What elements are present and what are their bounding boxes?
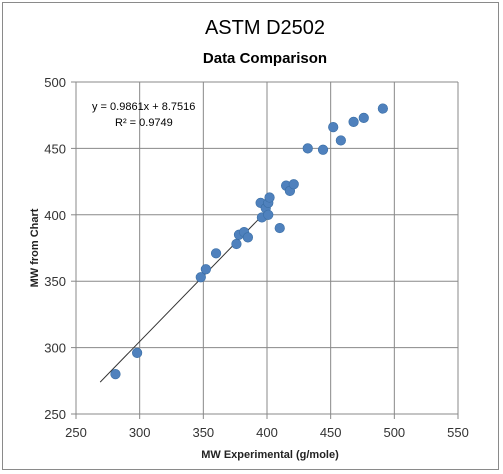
tick-labels: 250 300 350 400 450 500 550 250 300 350 400 450 500: [44, 75, 469, 440]
y-axis-label: MW from Chart: [29, 208, 41, 287]
y-tick-label: 500: [44, 75, 66, 90]
x-tick-label: 250: [65, 425, 87, 440]
data-point: [377, 103, 388, 114]
x-tick-label: 350: [192, 425, 214, 440]
x-tick-label: 550: [447, 425, 469, 440]
x-tick-label: 300: [129, 425, 151, 440]
data-point: [132, 347, 143, 359]
data-point: [263, 209, 274, 220]
data-point: [358, 112, 369, 123]
x-axis-label: MW Experimental (g/mole): [201, 449, 339, 461]
data-point: [274, 222, 285, 234]
r-squared-label: R² = 0.9749: [115, 117, 173, 129]
data-points: [110, 103, 388, 380]
y-tick-label: 400: [44, 208, 66, 223]
data-point: [302, 143, 313, 154]
data-point: [110, 369, 121, 380]
y-tick-label: 450: [44, 141, 66, 156]
chart-title: ASTM D2502: [205, 17, 325, 39]
data-point: [288, 179, 299, 190]
x-tick-label: 400: [256, 425, 278, 440]
y-tick-label: 300: [44, 341, 66, 356]
y-tick-label: 250: [44, 407, 66, 422]
data-point: [348, 116, 359, 127]
x-tick-label: 500: [383, 425, 405, 440]
chart-subtitle: Data Comparison: [203, 50, 327, 67]
data-point: [317, 144, 329, 155]
data-point: [195, 272, 206, 283]
data-point: [210, 248, 222, 259]
data-point: [231, 238, 242, 250]
data-point: [200, 264, 211, 275]
trendline-equation: y = 0.9861x + 8.7516: [92, 101, 195, 113]
y-tick-label: 350: [44, 274, 66, 289]
x-tick-label: 450: [320, 425, 342, 440]
data-point: [264, 192, 275, 203]
data-point: [335, 135, 346, 146]
data-point: [242, 232, 253, 243]
data-point: [328, 122, 339, 133]
grid: [71, 81, 459, 419]
